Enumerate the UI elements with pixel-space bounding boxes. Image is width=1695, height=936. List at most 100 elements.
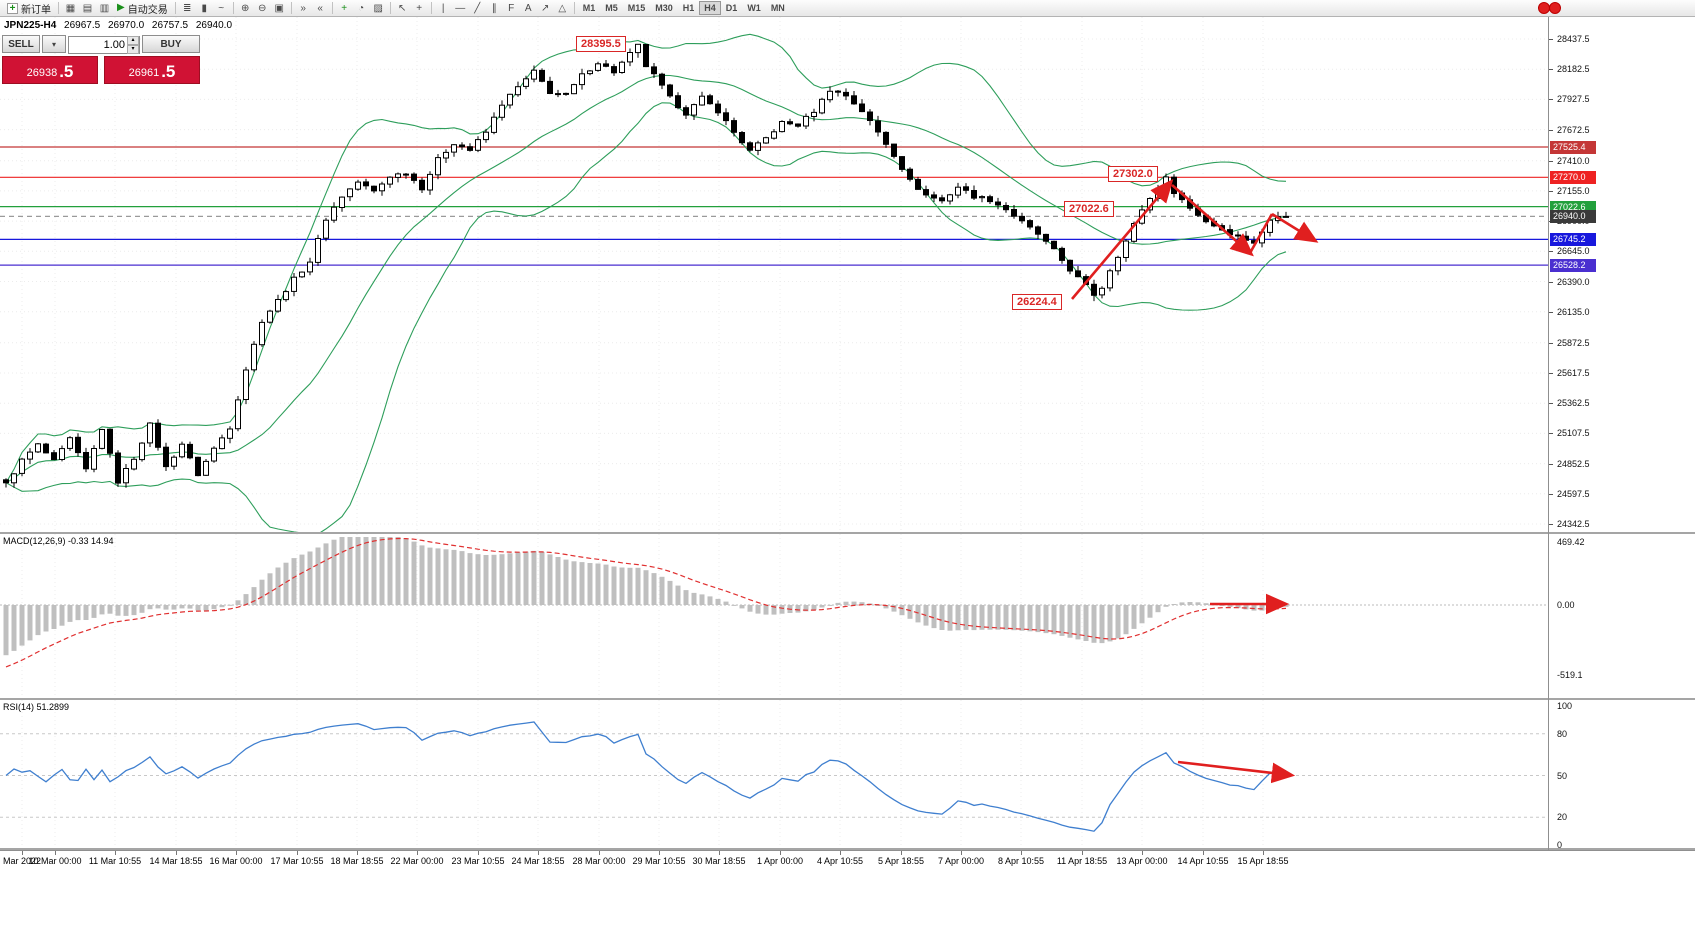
price-tick-label: 28182.5: [1557, 64, 1590, 74]
time-tick-label: 24 Mar 18:55: [511, 856, 565, 866]
time-axis-tick: [236, 851, 237, 855]
timeframe-button-M15[interactable]: M15: [627, 3, 646, 13]
line-chart-icon[interactable]: ~: [218, 2, 225, 14]
rsi-panel[interactable]: RSI(14) 51.2899: [0, 700, 1548, 848]
macd-axis-label: -519.1: [1557, 670, 1583, 680]
chart-shift-icon[interactable]: «: [317, 2, 323, 14]
timeframe-button-H1[interactable]: H1: [682, 3, 695, 13]
data-window-icon[interactable]: ▥: [99, 2, 110, 14]
price-line-label: 26528.2: [1550, 259, 1596, 272]
sell-button[interactable]: SELL: [2, 35, 40, 53]
toolbar-icon-group: ▦ ▤ ▥: [62, 1, 113, 16]
timeframe-button-MN[interactable]: MN: [770, 3, 785, 13]
tile-windows-icon[interactable]: ▣: [274, 2, 284, 14]
price-axis[interactable]: 28437.5 28182.5 27927.5 27672.5 27410.0 27155…: [1549, 17, 1695, 532]
shapes-icon[interactable]: △: [558, 2, 567, 14]
indicators-icon[interactable]: +: [341, 2, 348, 14]
toolbar-separator: [331, 2, 333, 14]
panel-splitter[interactable]: [0, 532, 1695, 534]
volume-up-icon[interactable]: ▴: [127, 36, 139, 45]
timeframe-button-W1[interactable]: W1: [747, 3, 761, 13]
time-tick-label: 8 Apr 10:55: [997, 856, 1045, 866]
profiles-icon[interactable]: ▤: [82, 2, 93, 14]
time-axis[interactable]: Mar 2022 10 Mar 00:00 11 Mar 10:55 14 Mar 1…: [0, 850, 1695, 872]
price-annotation[interactable]: 27302.0: [1108, 166, 1158, 182]
time-axis-tick: [1142, 851, 1143, 855]
rsi-arrow: [1177, 760, 1296, 784]
price-annotation[interactable]: 27022.6: [1064, 201, 1114, 217]
timeframe-button-D1[interactable]: D1: [725, 3, 738, 13]
timeframe-button-M5[interactable]: M5: [605, 3, 618, 13]
auto-scroll-icon[interactable]: »: [300, 2, 306, 14]
timeframe-button-M1[interactable]: M1: [582, 3, 596, 13]
panel-splitter[interactable]: [0, 698, 1695, 700]
buy-price-display[interactable]: 26961.5: [104, 56, 200, 84]
price-annotation[interactable]: 26224.4: [1012, 294, 1062, 310]
new-order-button[interactable]: + 新订单: [3, 1, 55, 16]
time-tick-label: 16 Mar 00:00: [209, 856, 263, 866]
price-axis-tick: [1549, 403, 1553, 404]
periods-icon[interactable]: ◔: [358, 2, 365, 14]
crosshair-icon[interactable]: +: [416, 2, 423, 14]
buy-button[interactable]: BUY: [142, 35, 200, 53]
price-tick-label: 26645.0: [1557, 246, 1590, 256]
toolbar-separator: [232, 2, 234, 14]
price-axis-tick: [1549, 251, 1553, 252]
time-axis-tick: [719, 851, 720, 855]
timeframe-button-M30[interactable]: M30: [655, 3, 673, 13]
templates-icon[interactable]: ▨: [373, 2, 383, 14]
one-click-trading-panel: SELL ▾ ▴▾ BUY 26938.5 26961.5: [2, 35, 200, 84]
price-tick-label: 25362.5: [1557, 398, 1590, 408]
price-axis-tick: [1549, 191, 1553, 192]
zoom-out-icon[interactable]: ⊖: [258, 2, 267, 14]
chart-symbol-ohlc: JPN225-H4 26967.5 26970.0 26757.5 26940.…: [4, 20, 237, 31]
text-icon[interactable]: A: [524, 2, 532, 14]
time-tick-label: 11 Apr 18:55: [1056, 856, 1108, 866]
macd-chart[interactable]: [0, 534, 1548, 698]
trendline-icon[interactable]: ╱: [474, 2, 481, 14]
price-tick-label: 25872.5: [1557, 338, 1590, 348]
price-tick-label: 28437.5: [1557, 34, 1590, 44]
time-tick-label: 18 Mar 18:55: [330, 856, 384, 866]
time-axis-tick: [901, 851, 902, 855]
autotrading-button[interactable]: ▶ 自动交易: [113, 1, 172, 16]
arrow-marker-icon[interactable]: ↗: [541, 2, 550, 14]
candlestick-chart-icon[interactable]: ▮: [201, 2, 207, 14]
macd-panel[interactable]: MACD(12,26,9) -0.33 14.94: [0, 534, 1548, 698]
open-value: 26967.5: [64, 20, 101, 31]
vertical-line-icon[interactable]: |: [441, 2, 445, 14]
time-tick-label: 7 Apr 00:00: [937, 856, 985, 866]
rsi-chart[interactable]: [0, 700, 1548, 848]
grid-layer: [0, 534, 1548, 698]
timeframe-button-H4[interactable]: H4: [699, 1, 721, 15]
price-axis-tick: [1549, 312, 1553, 313]
candles-layer: [3, 43, 1289, 488]
grid-layer: [0, 700, 1548, 848]
bars-chart-icon[interactable]: ≣: [183, 2, 192, 14]
price-tick-label: 24597.5: [1557, 489, 1590, 499]
price-chart-panel[interactable]: 28395.5 27302.0 27022.6 26224.4 JPN225-H4 2…: [0, 17, 1548, 532]
volume-input[interactable]: [68, 36, 140, 54]
order-type-dropdown[interactable]: ▾: [42, 35, 66, 53]
rsi-line: [5, 721, 1287, 832]
price-axis-tick: [1549, 39, 1553, 40]
panel-splitter[interactable]: [0, 848, 1695, 850]
zoom-in-icon[interactable]: ⊕: [241, 2, 250, 14]
fibonacci-icon[interactable]: F: [508, 2, 515, 14]
time-axis-tick: [538, 851, 539, 855]
toolbar-separator: [430, 2, 432, 14]
price-annotation[interactable]: 28395.5: [576, 36, 626, 52]
price-axis-tick: [1549, 464, 1553, 465]
price-tick-label: 27410.0: [1557, 156, 1590, 166]
volume-down-icon[interactable]: ▾: [127, 45, 139, 54]
time-axis-tick: [1263, 851, 1264, 855]
channel-icon[interactable]: ∥: [491, 2, 497, 14]
horizontal-line-icon[interactable]: ―: [455, 2, 466, 14]
candlestick-chart[interactable]: [0, 17, 1548, 532]
notifications-icon[interactable]: [1538, 2, 1564, 14]
sell-price-display[interactable]: 26938.5: [2, 56, 98, 84]
new-chart-icon[interactable]: ▦: [65, 2, 76, 14]
cursor-icon[interactable]: ↖: [398, 2, 407, 14]
time-tick-label: Mar 2022: [2, 856, 42, 866]
time-tick-label: 30 Mar 18:55: [692, 856, 746, 866]
